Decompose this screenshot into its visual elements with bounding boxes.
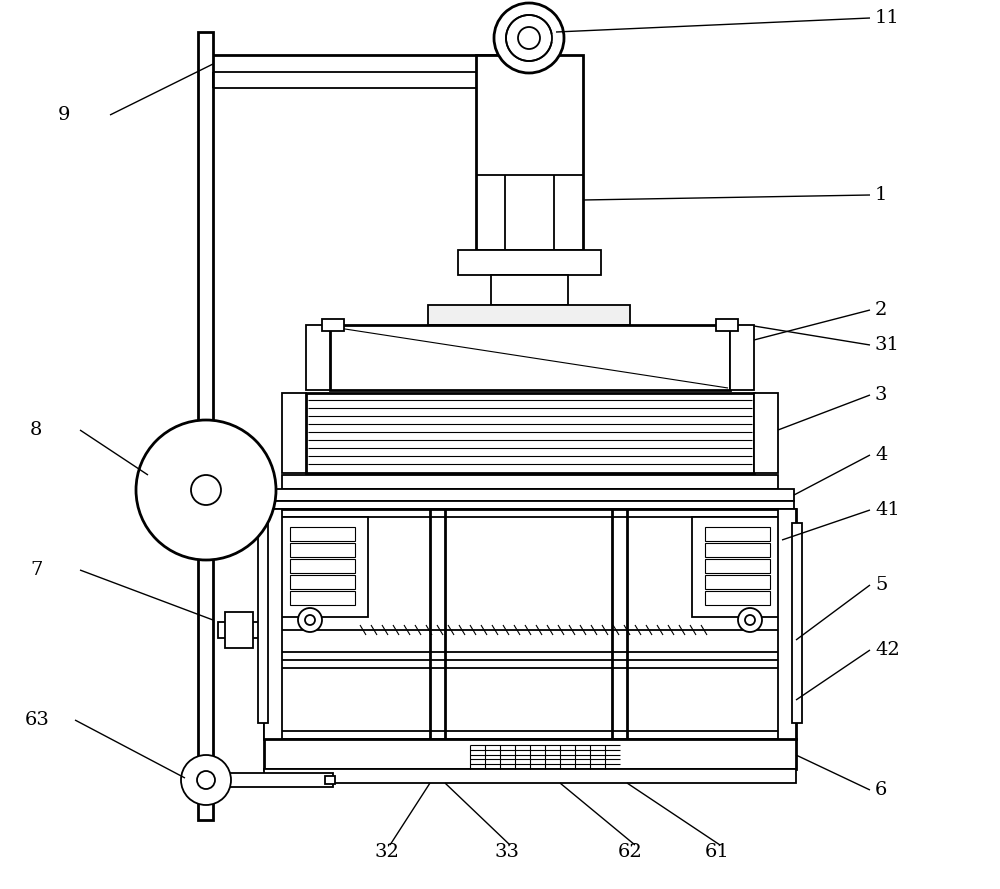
Text: 32: 32 [374,843,399,861]
Circle shape [738,608,762,632]
Bar [264,769,796,783]
Bar [266,489,794,501]
Bar [692,517,782,617]
Text: 1: 1 [875,186,887,204]
Bar [705,527,770,541]
Text: 41: 41 [875,501,900,519]
Bar [716,319,738,331]
Circle shape [191,475,221,505]
Bar [705,559,770,573]
Bar [218,622,260,638]
Bar [198,32,213,820]
Bar [278,517,782,731]
Bar [754,393,778,473]
Bar [282,475,778,489]
Text: 42: 42 [875,641,900,659]
Bar [322,319,344,331]
Text: 5: 5 [875,576,887,594]
Text: 4: 4 [875,446,887,464]
Bar [258,523,268,723]
Text: 6: 6 [875,781,887,799]
Bar [705,575,770,589]
Circle shape [305,615,315,625]
Bar [325,776,335,784]
Bar [705,591,770,605]
Text: 61: 61 [705,843,730,861]
Bar [792,523,802,723]
Bar [730,325,754,390]
Bar [290,591,355,605]
Circle shape [298,608,322,632]
Bar [278,517,368,617]
Bar [705,543,770,557]
Text: 63: 63 [25,711,50,729]
Circle shape [181,755,231,805]
Text: 31: 31 [875,336,900,354]
Bar [290,575,355,589]
Text: 33: 33 [494,843,519,861]
Circle shape [136,420,276,560]
Bar [264,739,796,769]
Text: 8: 8 [30,421,42,439]
Bar [282,393,306,473]
Text: 2: 2 [875,301,887,319]
Bar [225,612,253,648]
Bar [330,325,730,390]
Text: 7: 7 [30,561,42,579]
Circle shape [494,3,564,73]
Text: 11: 11 [875,9,900,27]
Bar [264,509,282,739]
Bar [778,509,796,739]
Bar [290,559,355,573]
Bar [213,773,333,787]
Text: 3: 3 [875,386,888,404]
Bar [266,501,794,509]
Text: 9: 9 [58,106,71,124]
Bar [476,55,583,250]
Circle shape [518,27,540,49]
Text: 62: 62 [618,843,643,861]
Bar [458,250,601,275]
Circle shape [197,771,215,789]
Bar [491,275,568,305]
Bar [264,509,796,739]
Bar [290,527,355,541]
Circle shape [506,15,552,61]
Bar [306,393,754,473]
Circle shape [745,615,755,625]
Bar [428,305,630,325]
Bar [290,543,355,557]
Bar [306,325,330,390]
